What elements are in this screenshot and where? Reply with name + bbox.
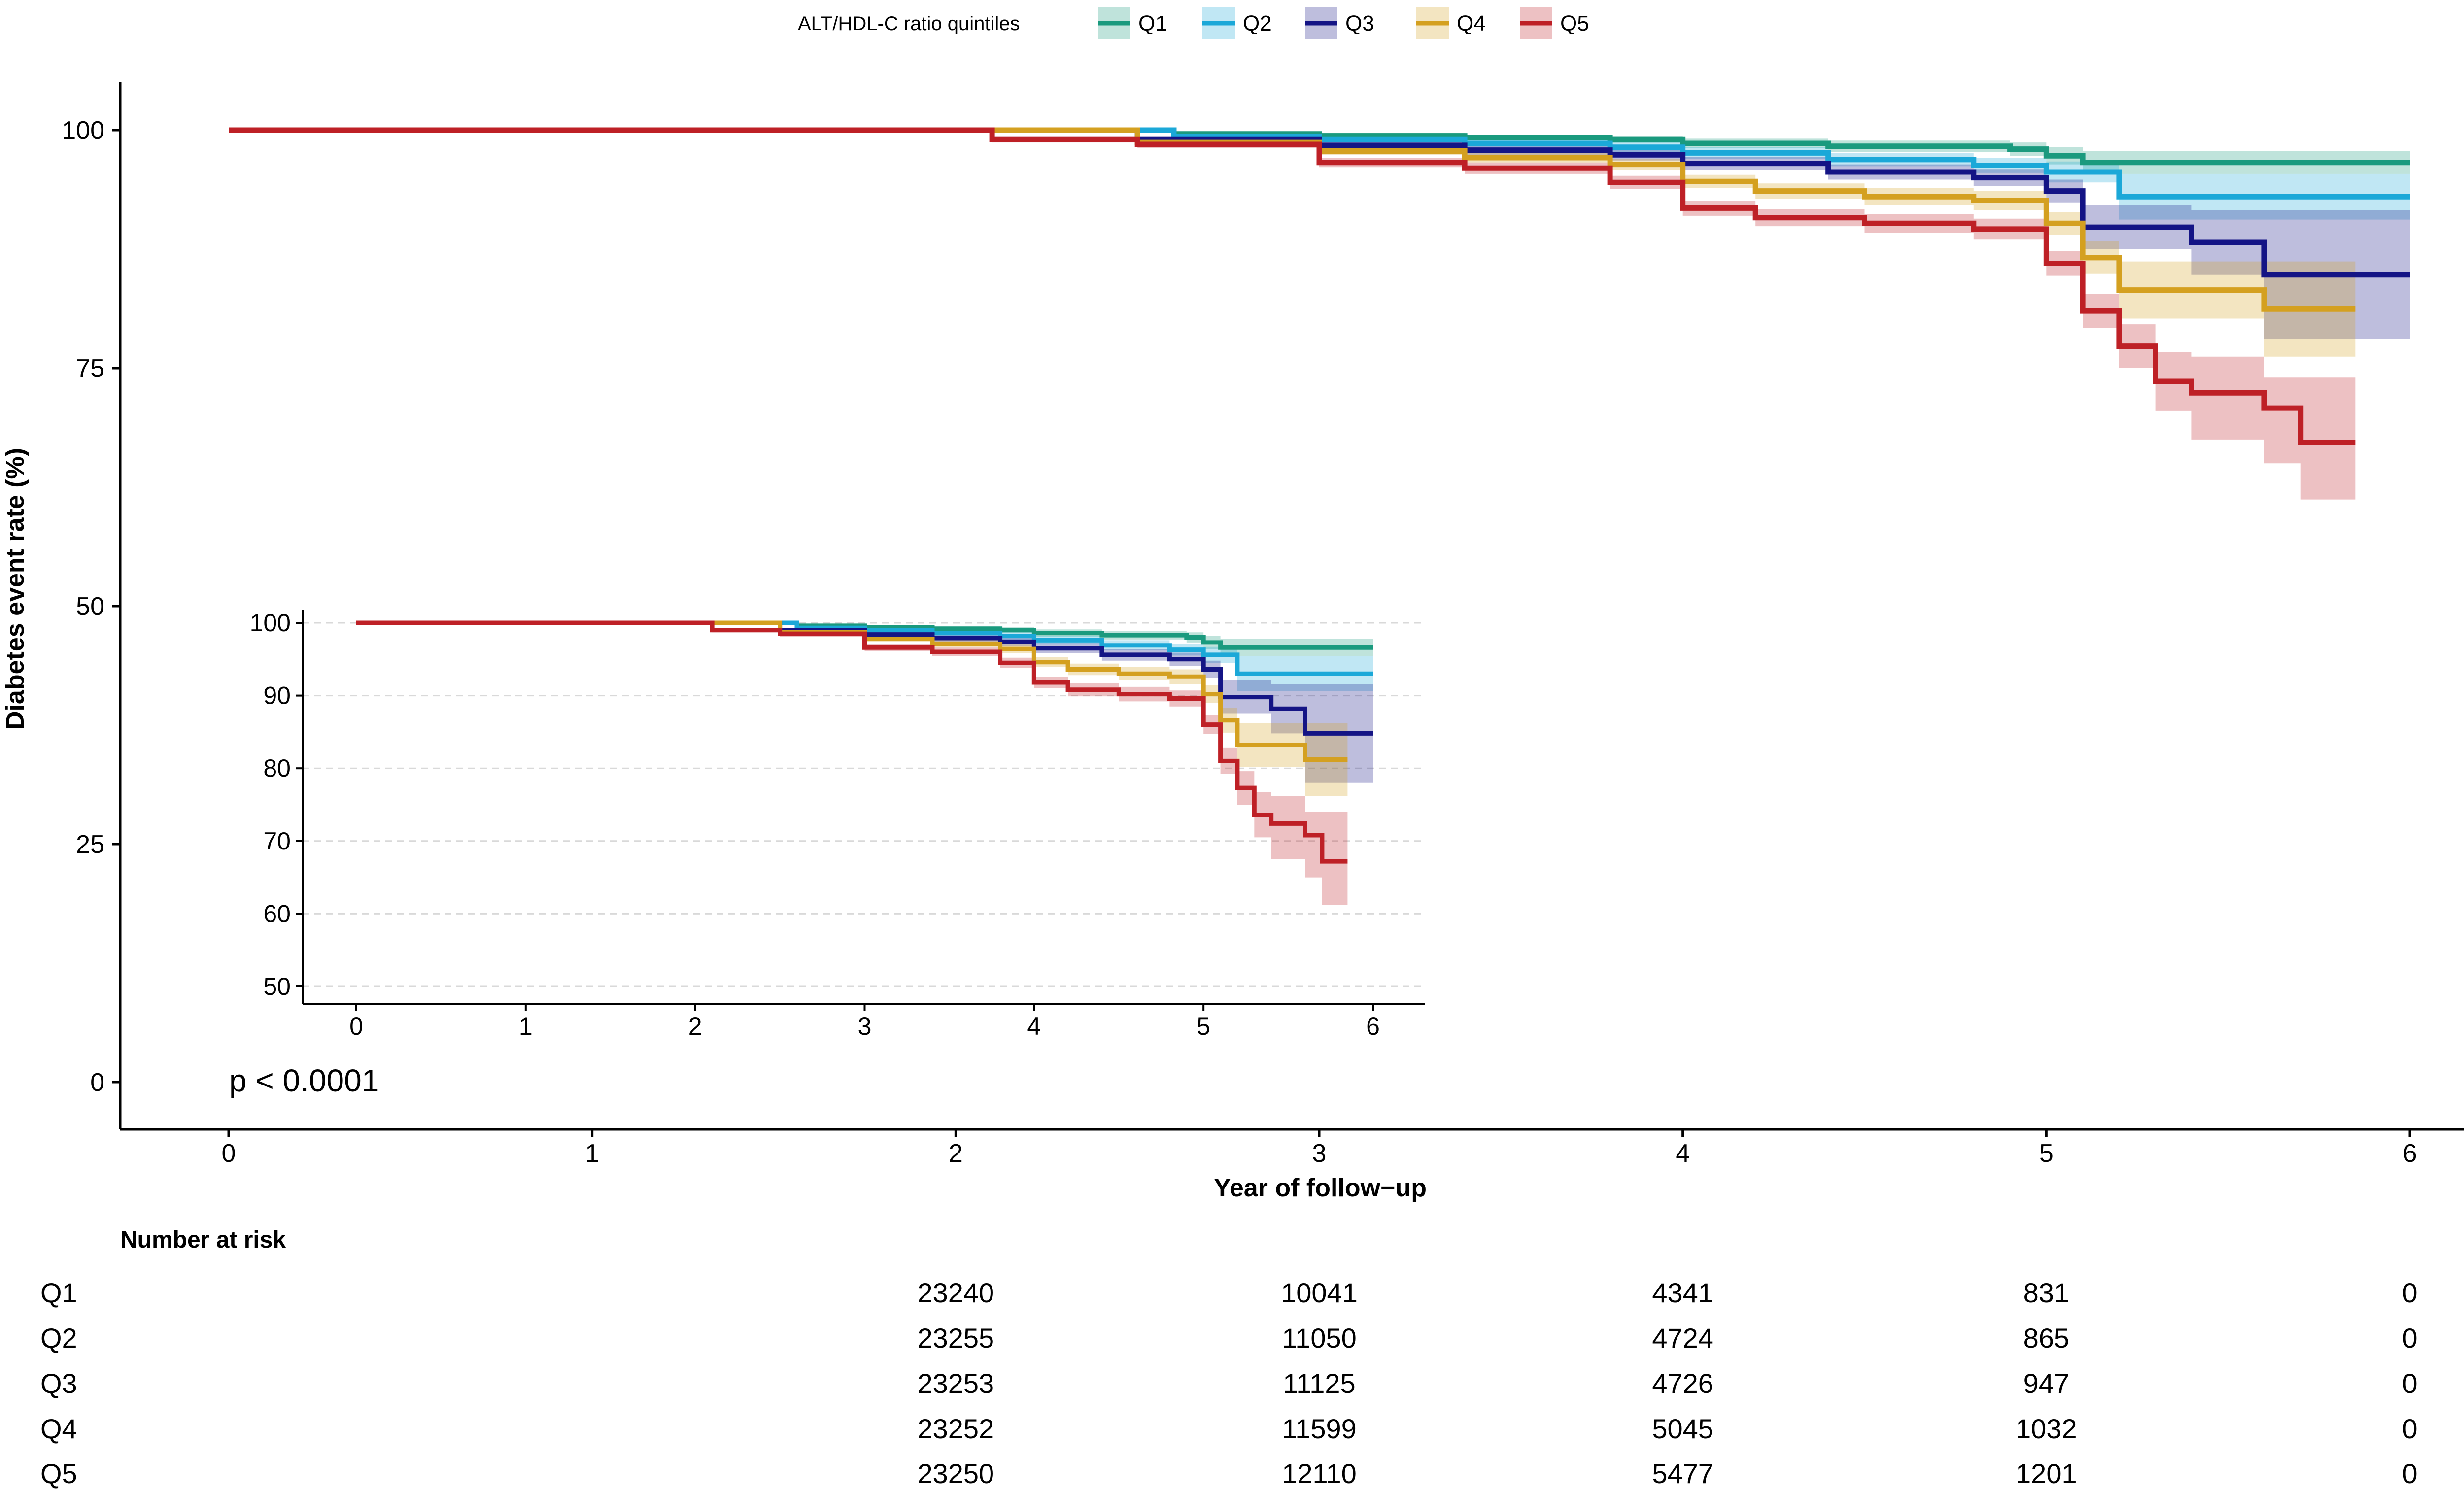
risk-value: 11599 <box>1282 1413 1357 1444</box>
series-line-q2 <box>229 127 2410 200</box>
ci-band-q2 <box>229 130 2410 222</box>
series-line-q3 <box>229 127 2410 278</box>
risk-row-q1: Q1 23240 10041 4341 831 0 <box>40 1277 2418 1308</box>
inset-x-tick-label: 2 <box>688 1013 702 1040</box>
inset-x-tick-label: 0 <box>349 1013 363 1040</box>
risk-row-label: Q2 <box>40 1322 77 1354</box>
risk-value: 23250 <box>917 1458 994 1489</box>
inset-ci-band-q5 <box>356 623 1348 905</box>
x-tick-label: 1 <box>585 1139 599 1168</box>
legend-item-q3: Q3 <box>1305 7 1374 39</box>
risk-value: 0 <box>2402 1458 2417 1489</box>
legend-label-q2: Q2 <box>1243 11 1272 35</box>
inset-plot: 50 60 70 80 90 100 0 1 2 3 4 5 6 <box>250 609 1425 1040</box>
x-tick-label: 3 <box>1312 1139 1327 1168</box>
legend-label-q5: Q5 <box>1560 11 1589 35</box>
risk-value: 831 <box>2023 1277 2069 1308</box>
inset-y-tick-label: 90 <box>263 682 291 710</box>
ci-band-q5 <box>229 130 2356 500</box>
risk-value: 0 <box>2402 1413 2417 1444</box>
risk-row-q2: Q2 23255 11050 4724 865 0 <box>40 1322 2418 1354</box>
inset-ci-band-q4 <box>356 623 1348 796</box>
risk-value: 23253 <box>917 1368 994 1399</box>
p-value-label: p < 0.0001 <box>229 1063 379 1098</box>
risk-value: 0 <box>2402 1322 2417 1354</box>
legend-label-q3: Q3 <box>1345 11 1374 35</box>
risk-row-q4: Q4 23252 11599 5045 1032 0 <box>40 1413 2418 1444</box>
risk-value: 23252 <box>917 1413 994 1444</box>
y-axis-title: Diabetes event rate (%) <box>1 448 30 730</box>
risk-table-title: Number at risk <box>120 1227 286 1253</box>
legend-item-q5: Q5 <box>1520 7 1589 39</box>
y-tick-label: 25 <box>76 830 104 859</box>
ci-band-q4 <box>229 130 2356 357</box>
y-tick-label: 75 <box>76 354 104 383</box>
risk-row-q5: Q5 23250 12110 5477 1201 0 <box>40 1458 2418 1489</box>
risk-value: 1201 <box>2016 1458 2077 1489</box>
inset-series-line-q5 <box>356 620 1348 864</box>
risk-value: 947 <box>2023 1368 2069 1399</box>
x-tick-label: 6 <box>2403 1139 2417 1168</box>
risk-value: 5045 <box>1652 1413 1713 1444</box>
risk-value: 4341 <box>1652 1277 1713 1308</box>
risk-value: 10041 <box>1281 1277 1358 1308</box>
inset-y-tick-label: 50 <box>263 973 291 1000</box>
legend-title: ALT/HDL-C ratio quintiles <box>798 13 1020 34</box>
inset-y-tick-label: 80 <box>263 754 291 782</box>
series-line-q5 <box>229 127 2356 445</box>
risk-value: 865 <box>2023 1322 2069 1354</box>
inset-x-tick-label: 3 <box>858 1013 872 1040</box>
risk-value: 5477 <box>1652 1458 1713 1489</box>
risk-value: 23240 <box>917 1277 994 1308</box>
x-tick-label: 0 <box>222 1139 236 1168</box>
inset-x-tick-label: 5 <box>1197 1013 1210 1040</box>
inset-x-tick-label: 1 <box>519 1013 533 1040</box>
legend-item-q1: Q1 <box>1098 7 1167 39</box>
legend-label-q4: Q4 <box>1457 11 1486 35</box>
inset-x-tick-label: 6 <box>1366 1013 1380 1040</box>
risk-value: 11125 <box>1283 1368 1355 1399</box>
inset-ci-band-q2 <box>356 623 1373 693</box>
y-tick-label: 100 <box>62 116 104 145</box>
y-tick-label: 0 <box>90 1068 104 1097</box>
legend: ALT/HDL-C ratio quintiles Q1 Q2 Q3 Q4 Q5 <box>798 7 1589 39</box>
legend-label-q1: Q1 <box>1138 11 1167 35</box>
risk-value: 1032 <box>2016 1413 2077 1444</box>
ci-band-q1 <box>229 130 2410 175</box>
y-tick-label: 50 <box>76 592 104 621</box>
inset-y-tick-label: 60 <box>263 900 291 927</box>
inset-y-tick-label: 70 <box>263 827 291 855</box>
x-tick-label: 2 <box>949 1139 963 1168</box>
risk-value: 0 <box>2402 1277 2417 1308</box>
risk-row-label: Q5 <box>40 1458 77 1489</box>
risk-value: 0 <box>2402 1368 2417 1399</box>
risk-value: 11050 <box>1282 1322 1357 1354</box>
risk-value: 4724 <box>1652 1322 1713 1354</box>
x-tick-label: 4 <box>1676 1139 1690 1168</box>
inset-x-tick-label: 4 <box>1027 1013 1041 1040</box>
x-axis-title: Year of follow−up <box>1214 1174 1427 1202</box>
risk-value: 23255 <box>917 1322 994 1354</box>
risk-row-label: Q1 <box>40 1277 77 1308</box>
x-tick-label: 5 <box>2039 1139 2053 1168</box>
series-line-q1 <box>229 127 2410 166</box>
inset-ci-band-q1 <box>356 623 1373 657</box>
inset-y-tick-label: 100 <box>250 609 291 637</box>
legend-item-q4: Q4 <box>1416 7 1486 39</box>
risk-table: Number at risk Q1 23240 10041 4341 831 0 Q2 232… <box>40 1227 2418 1489</box>
risk-row-q3: Q3 23253 11125 4726 947 0 <box>40 1368 2418 1399</box>
legend-item-q2: Q2 <box>1202 7 1272 39</box>
risk-value: 12110 <box>1282 1458 1357 1489</box>
risk-row-label: Q4 <box>40 1413 77 1444</box>
risk-row-label: Q3 <box>40 1368 77 1399</box>
risk-value: 4726 <box>1652 1368 1713 1399</box>
